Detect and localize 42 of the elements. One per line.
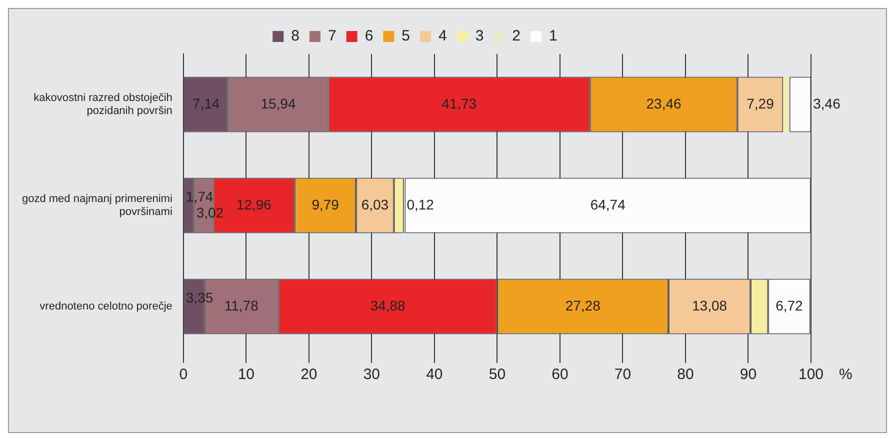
data-label: 15,94 <box>260 95 296 112</box>
data-label: 34,88 <box>370 297 406 314</box>
x-tick-label: 50 <box>488 366 506 384</box>
data-label: 7,29 <box>746 95 774 112</box>
y-tick-label: vrednoteno celotno porečje <box>40 300 172 313</box>
x-tick-label: 80 <box>677 366 694 384</box>
data-label: 13,08 <box>692 297 728 314</box>
data-label: 3,46 <box>813 95 841 112</box>
data-label: 23,46 <box>646 95 682 112</box>
bar <box>783 76 786 132</box>
legend-label: 6 <box>364 28 374 45</box>
legend-label: 4 <box>438 28 447 45</box>
data-label: 3,35 <box>186 289 214 306</box>
x-tick-label: 10 <box>238 366 254 384</box>
x-tick-label: 60 <box>552 366 568 384</box>
data-label: 0,12 <box>406 196 434 212</box>
legend-label: 5 <box>402 28 410 45</box>
legend-label: 7 <box>328 28 336 45</box>
data-label: 9,79 <box>312 196 340 212</box>
legend-label: 8 <box>291 28 300 45</box>
x-tick-label: 0 <box>179 366 188 384</box>
data-label: 12,96 <box>236 196 272 212</box>
bar <box>786 76 790 132</box>
y-tick-label: gozd med najmanj primerenimi površinami <box>22 192 172 218</box>
data-label: 11,78 <box>224 297 259 314</box>
x-tick-label: 40 <box>426 366 443 384</box>
data-label: 7,14 <box>192 95 220 112</box>
legend-label: 1 <box>549 28 558 45</box>
data-label: 6,72 <box>776 297 804 314</box>
legend-label: 2 <box>512 28 521 45</box>
x-axis-title: % <box>839 366 852 384</box>
x-tick-label: 70 <box>614 366 632 384</box>
data-label: 6,03 <box>361 196 389 212</box>
data-label: 27,28 <box>565 297 601 314</box>
x-tick-label: 100 <box>798 366 824 384</box>
x-tick-label: 90 <box>740 366 757 384</box>
x-tick-label: 20 <box>300 366 318 384</box>
legend-label: 3 <box>475 28 484 45</box>
y-tick-label: kakovostni razred obstoječih pozidanih površin <box>34 92 172 118</box>
data-label: 41,73 <box>442 95 477 112</box>
x-tick-label: 30 <box>363 366 380 384</box>
data-label: 64,74 <box>590 196 626 212</box>
